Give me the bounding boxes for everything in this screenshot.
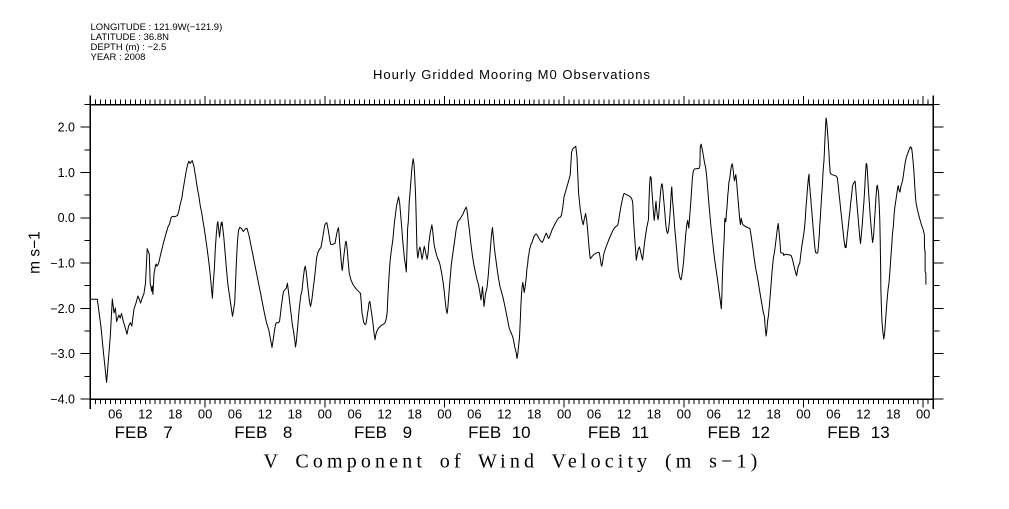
svg-text:00: 00: [796, 407, 810, 422]
svg-text:−2.0: −2.0: [50, 302, 75, 316]
svg-text:12: 12: [138, 407, 152, 422]
svg-text:18: 18: [288, 407, 302, 422]
svg-text:DEPTH (m) : −2.5: DEPTH (m) : −2.5: [91, 42, 167, 53]
svg-text:00: 00: [437, 407, 451, 422]
svg-text:18: 18: [766, 407, 780, 422]
svg-text:00: 00: [198, 407, 212, 422]
svg-text:18: 18: [886, 407, 900, 422]
svg-text:FEB: FEB: [115, 423, 148, 442]
svg-text:06: 06: [347, 407, 361, 422]
svg-text:FEB: FEB: [708, 423, 741, 442]
svg-text:8: 8: [283, 423, 292, 442]
svg-text:00: 00: [677, 407, 691, 422]
svg-text:12: 12: [377, 407, 391, 422]
svg-text:13: 13: [871, 423, 890, 442]
svg-text:LONGITUDE : 121.9W(−121.9): LONGITUDE : 121.9W(−121.9): [91, 22, 223, 33]
svg-text:7: 7: [163, 423, 172, 442]
svg-text:FEB: FEB: [354, 423, 387, 442]
svg-text:18: 18: [168, 407, 182, 422]
svg-text:18: 18: [407, 407, 421, 422]
svg-text:−4.0: −4.0: [50, 392, 75, 406]
svg-text:LATITUDE : 36.8N: LATITUDE : 36.8N: [91, 32, 170, 43]
svg-text:11: 11: [631, 423, 649, 442]
svg-text:−3.0: −3.0: [50, 347, 75, 361]
svg-text:YEAR : 2008: YEAR : 2008: [91, 52, 146, 63]
svg-text:12: 12: [258, 407, 272, 422]
svg-text:06: 06: [707, 407, 721, 422]
svg-text:06: 06: [228, 407, 242, 422]
svg-text:06: 06: [467, 407, 481, 422]
svg-text:9: 9: [403, 423, 412, 442]
svg-text:−1.0: −1.0: [50, 257, 75, 271]
svg-text:2.0: 2.0: [58, 121, 75, 135]
svg-text:FEB: FEB: [468, 423, 501, 442]
svg-text:12: 12: [497, 407, 511, 422]
svg-text:06: 06: [826, 407, 840, 422]
svg-text:00: 00: [318, 407, 332, 422]
svg-text:1.0: 1.0: [58, 166, 75, 180]
svg-text:12: 12: [751, 423, 770, 442]
svg-text:m s−1: m s−1: [27, 231, 44, 274]
svg-text:06: 06: [108, 407, 122, 422]
svg-text:0.0: 0.0: [58, 211, 75, 225]
svg-text:12: 12: [736, 407, 750, 422]
svg-text:V Component of Wind Velocity (: V Component of Wind Velocity (m s−1): [264, 451, 762, 473]
svg-text:12: 12: [856, 407, 870, 422]
svg-text:Hourly Gridded Mooring M0 Obse: Hourly Gridded Mooring M0 Observations: [373, 67, 651, 82]
svg-text:FEB: FEB: [234, 423, 267, 442]
svg-text:00: 00: [916, 407, 930, 422]
svg-text:18: 18: [647, 407, 661, 422]
svg-text:00: 00: [557, 407, 571, 422]
svg-text:10: 10: [512, 423, 531, 442]
svg-text:06: 06: [587, 407, 601, 422]
svg-text:FEB: FEB: [827, 423, 860, 442]
svg-text:12: 12: [617, 407, 631, 422]
svg-text:18: 18: [527, 407, 541, 422]
svg-text:FEB: FEB: [588, 423, 621, 442]
